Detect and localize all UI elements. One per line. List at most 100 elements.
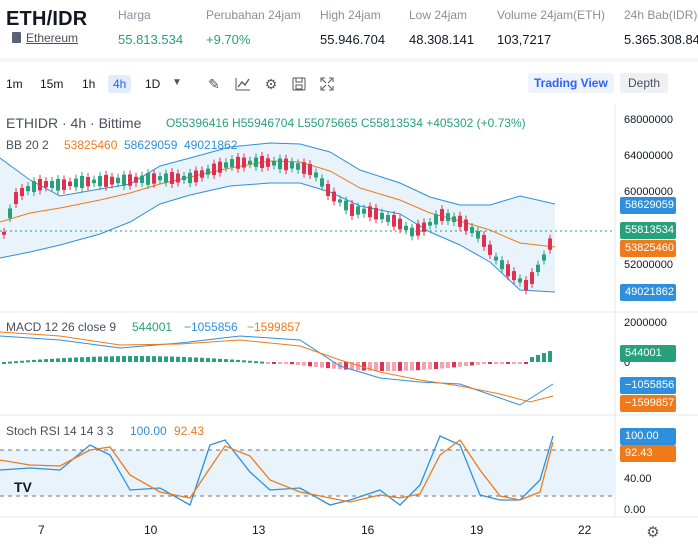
macd-bar [194, 357, 198, 362]
interval-1d[interactable]: 1D [145, 77, 161, 91]
trading-view-button[interactable]: Trading View [528, 73, 614, 93]
interval-1m[interactable]: 1m [6, 77, 23, 91]
macd-bar [548, 351, 552, 362]
macd-bar [368, 362, 372, 371]
candle [500, 260, 504, 270]
candle [188, 172, 192, 184]
macd-bar [224, 359, 228, 362]
candle [62, 179, 66, 191]
macd-bar [434, 362, 438, 370]
candle [512, 271, 516, 281]
x-tick: 22 [578, 523, 592, 537]
fullscreen-icon[interactable] [318, 75, 336, 93]
macd-bar [362, 362, 366, 371]
depth-button[interactable]: Depth [620, 73, 669, 93]
y-tick: 60000000 [624, 186, 673, 198]
candle [320, 178, 324, 187]
macd-signal-tag: −1599857 [620, 395, 676, 412]
macd-line [0, 335, 554, 406]
settings-icon[interactable]: ⚙ [646, 524, 660, 541]
candle [158, 176, 162, 181]
x-tick: 10 [144, 523, 158, 537]
pencil-icon[interactable]: ✎ [208, 76, 220, 92]
macd-bar [266, 362, 270, 364]
chevron-down-icon[interactable]: ▼ [172, 77, 182, 88]
candle [278, 158, 282, 170]
ticker-header: ETH/IDR Ethereum Harga 55.813.534 Perubah… [0, 0, 698, 58]
stoch-band [0, 450, 615, 496]
candle [140, 175, 144, 184]
macd-bar [128, 356, 132, 362]
x-tick: 7 [38, 523, 45, 537]
stat-24h-idr: 24h Bab(IDR) 5.365.308.84 [624, 8, 698, 47]
candle [38, 178, 42, 191]
coin-name[interactable]: Ethereum [26, 31, 79, 45]
candle [518, 278, 522, 283]
macd-line-value: −1055856 [184, 320, 238, 334]
candle [374, 207, 378, 220]
macd-bar [158, 356, 162, 362]
y-tick: 52000000 [624, 259, 673, 271]
macd-bar [350, 362, 354, 370]
candle [242, 157, 246, 168]
save-icon[interactable] [290, 75, 308, 93]
candle [74, 178, 78, 188]
macd-y-tick: 2000000 [624, 317, 667, 329]
macd-bar [62, 358, 66, 362]
candle [56, 178, 60, 191]
candle [98, 176, 102, 187]
candle [302, 162, 306, 174]
macd-bar [146, 356, 150, 362]
line-chart-icon[interactable] [234, 75, 252, 93]
interval-15m[interactable]: 15m [40, 77, 64, 91]
candle [224, 162, 228, 168]
macd-bar [326, 362, 330, 369]
macd-bar [98, 356, 102, 362]
macd-bar [122, 356, 126, 362]
candle [296, 163, 300, 170]
candle [104, 174, 108, 187]
stat-low: Low 24jam 48.308.141 [409, 8, 475, 47]
candle [524, 280, 528, 291]
candle [260, 156, 264, 168]
stat-change: Perubahan 24jam +9.70% [206, 8, 301, 47]
candle [152, 173, 156, 184]
x-tick: 16 [361, 523, 375, 537]
stoch-y-tick: 0.00 [624, 504, 646, 516]
stoch-d-value: 92.43 [174, 424, 205, 438]
candle [68, 181, 72, 187]
stat-price: Harga 55.813.534 [118, 8, 184, 47]
macd-bar [272, 362, 276, 364]
candle [380, 212, 384, 220]
macd-bar [404, 362, 408, 371]
candle [422, 222, 426, 232]
candle [530, 272, 534, 284]
gear-icon[interactable]: ⚙ [264, 76, 278, 92]
interval-1h[interactable]: 1h [82, 77, 96, 91]
macd-bar [278, 362, 282, 364]
macd-bar [422, 362, 426, 370]
candle [86, 177, 90, 187]
macd-bar [86, 356, 90, 362]
candle [284, 158, 288, 171]
candle [506, 264, 510, 277]
macd-bar [452, 362, 456, 368]
candle [230, 159, 234, 167]
interval-4h[interactable]: 4h [108, 75, 132, 93]
candle [350, 204, 354, 216]
signal-line [0, 331, 554, 403]
coin-link[interactable]: Ethereum [12, 31, 78, 45]
stoch-d-tag: 92.43 [620, 445, 676, 462]
candle [176, 173, 180, 183]
macd-bar [488, 362, 492, 364]
macd-bar [242, 360, 246, 363]
macd-bar [542, 353, 546, 362]
candle [314, 172, 318, 178]
candle [494, 256, 498, 261]
stat-high: High 24jam 55.946.704 [320, 8, 386, 47]
macd-bar [482, 362, 486, 365]
stoch-d-line [0, 439, 554, 503]
macd-bar [206, 358, 210, 362]
candle [92, 179, 96, 184]
